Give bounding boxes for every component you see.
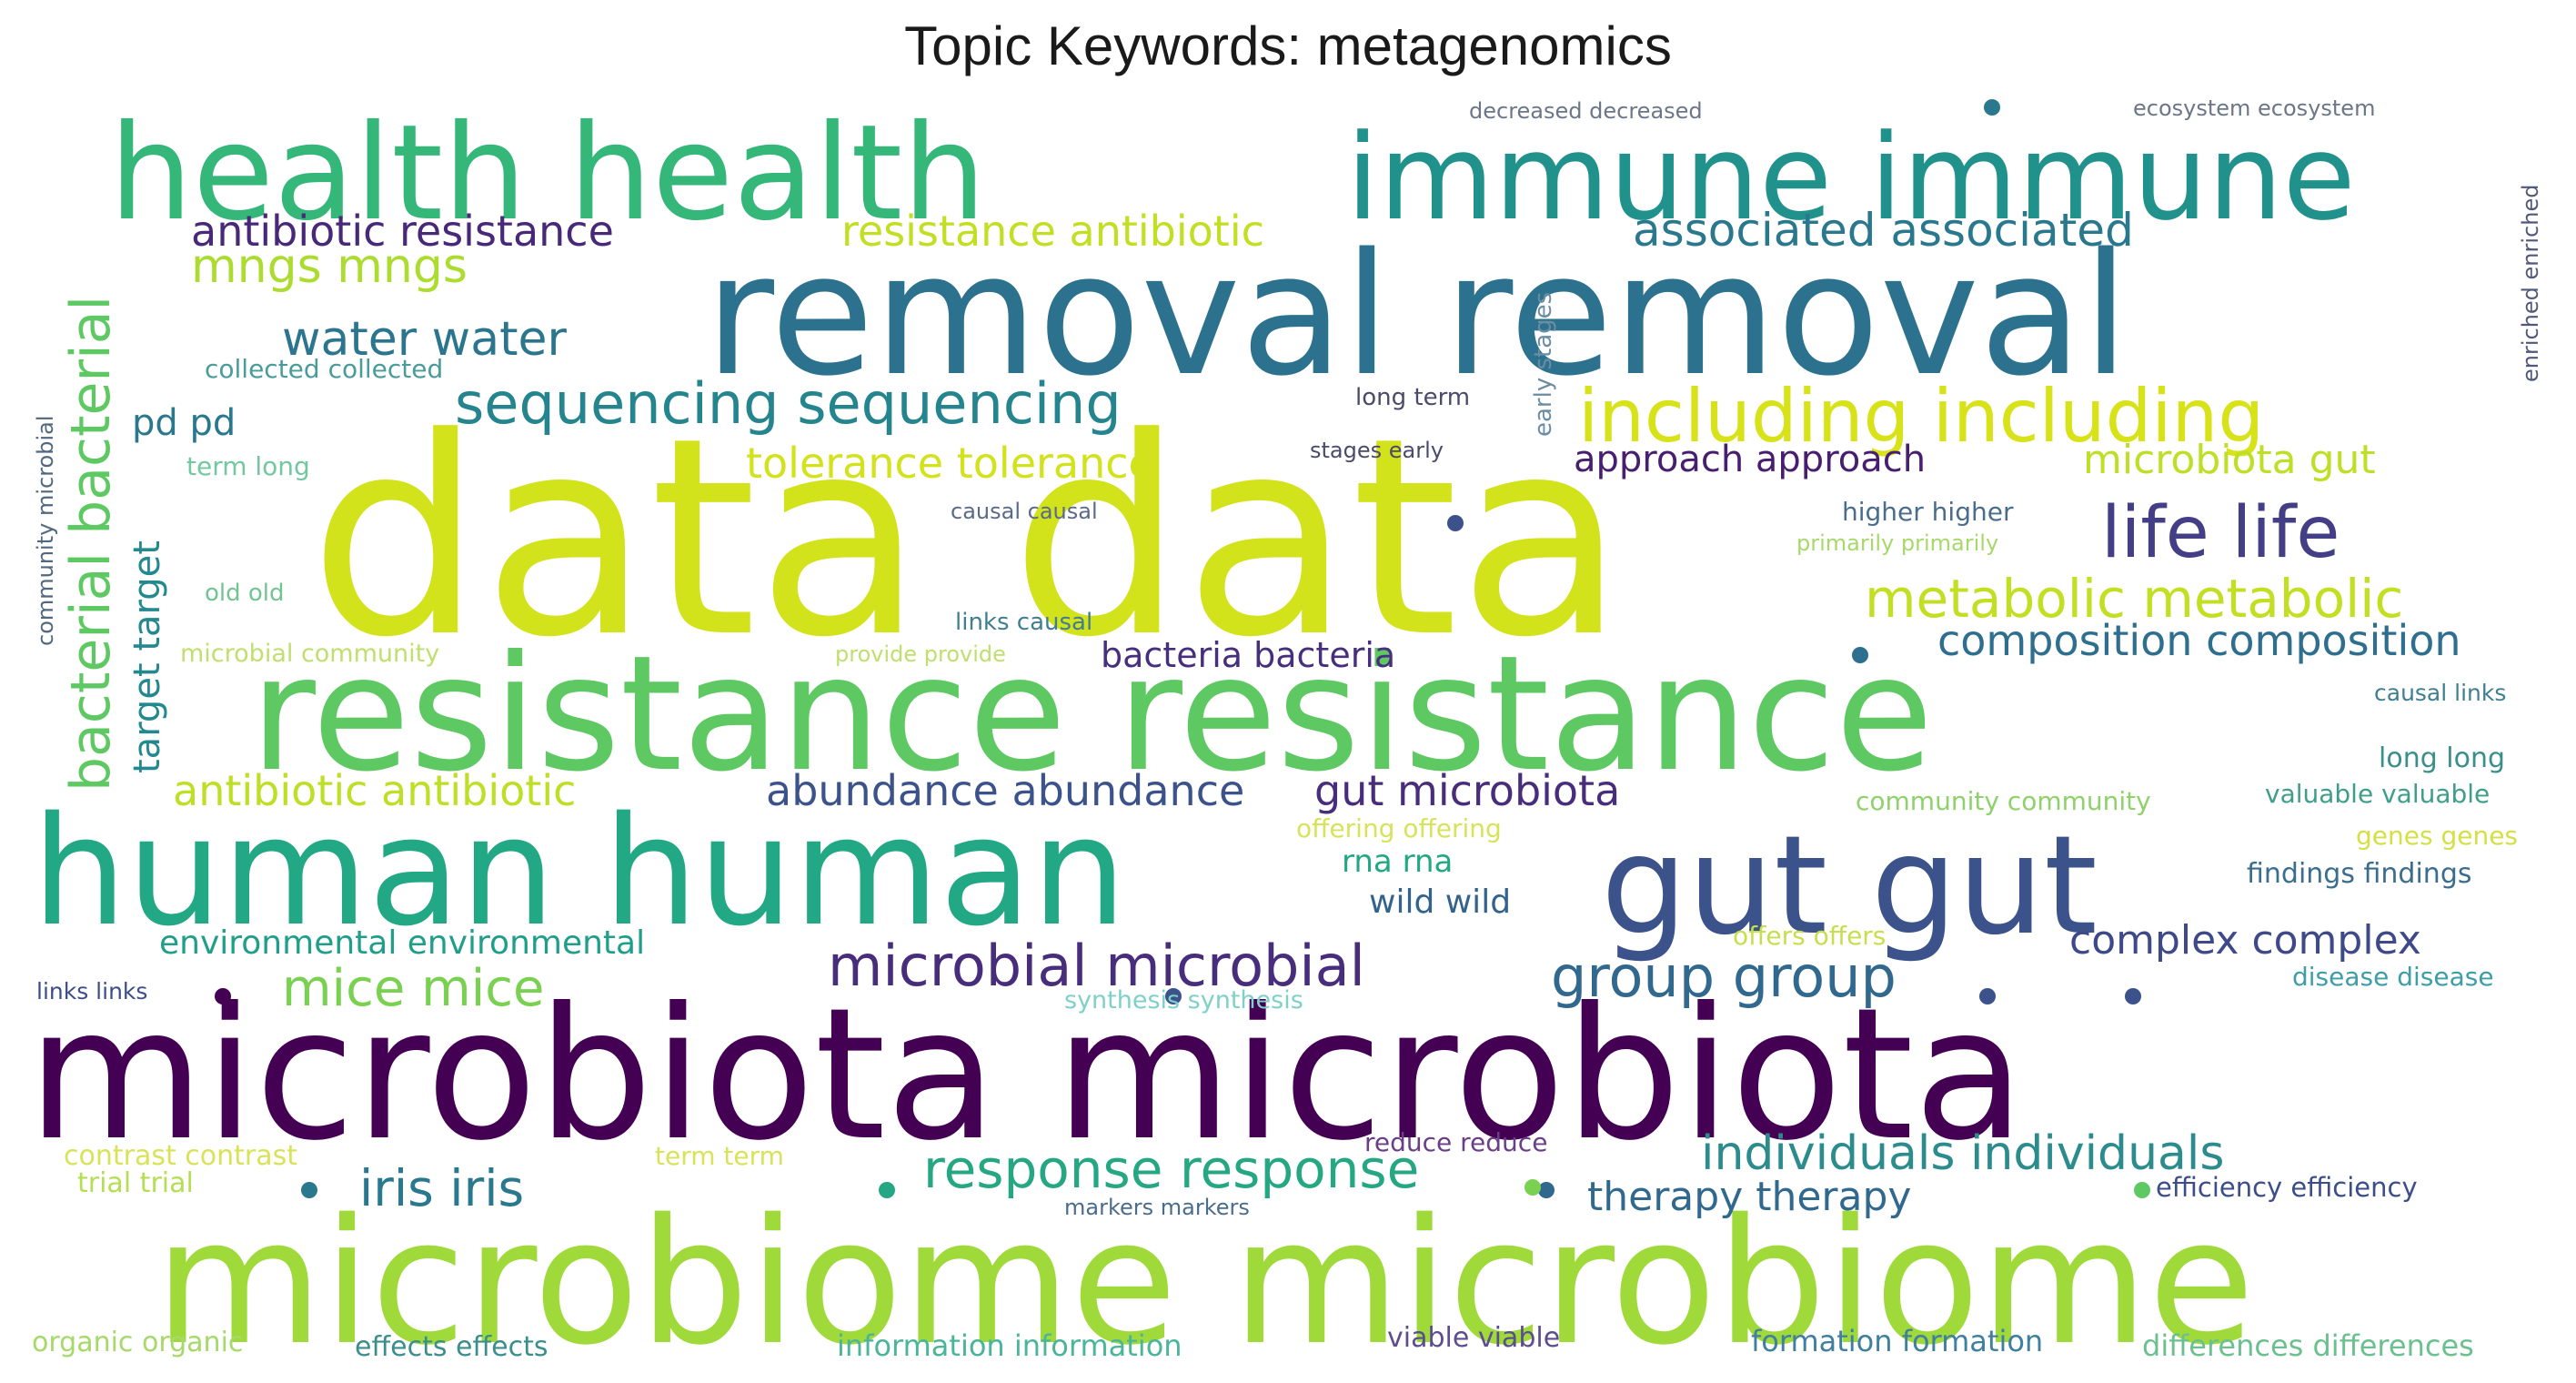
word-term-long: term long	[186, 451, 310, 481]
word-associated-associated: associated associated	[1633, 204, 2134, 257]
word-antibiotic-antibiotic: antibiotic antibiotic	[173, 766, 576, 815]
word-microbiome-microbiome: microbiome microbiome	[155, 1182, 2255, 1383]
decor-dot-11	[1524, 1179, 1541, 1196]
word-decreased-decreased: decreased decreased	[1469, 98, 1703, 124]
decor-dot-4	[1538, 1182, 1555, 1198]
word-stages-early: stages early	[1310, 438, 1444, 463]
word-old-old: old old	[205, 580, 285, 607]
word-resistance-antibiotic: resistance antibiotic	[841, 207, 1264, 256]
word-response-response: response response	[923, 1138, 1419, 1200]
word-abundance-abundance: abundance abundance	[766, 766, 1244, 815]
word-microbial-microbial: microbial microbial	[828, 933, 1365, 999]
word-pd-pd: pd pd	[132, 402, 236, 444]
word-offers-offers: offers offers	[1733, 921, 1886, 951]
word-information-information: information information	[837, 1328, 1182, 1363]
chart-title: Topic Keywords: metagenomics	[904, 15, 1672, 76]
word-trial-trial: trial trial	[77, 1167, 194, 1199]
word-complex-complex: complex complex	[2069, 917, 2421, 964]
word-effects-effects: effects effects	[355, 1331, 548, 1363]
word-bacterial-bacterial: bacterial bacterial	[59, 296, 123, 792]
word-environmental-environmental: environmental environmental	[159, 924, 645, 962]
word-microbial-community: microbial community	[180, 640, 439, 668]
word-including-including: including including	[1578, 374, 2264, 459]
word-community-microbial: community microbial	[33, 415, 58, 646]
word-group-group: group group	[1551, 944, 1897, 1010]
word-approach-approach: approach approach	[1574, 439, 1926, 480]
word-term-term: term term	[655, 1141, 784, 1171]
word-removal-removal: removal removal	[705, 217, 2129, 413]
word-organic-organic: organic organic	[32, 1327, 243, 1358]
word-links-links: links links	[36, 978, 147, 1004]
word-ecosystem-ecosystem: ecosystem ecosystem	[2133, 96, 2375, 121]
word-valuable-valuable: valuable valuable	[2265, 779, 2490, 809]
word-human-human: human human	[32, 784, 1127, 959]
decor-dot-6	[215, 988, 231, 1004]
word-antibiotic-resistance: antibiotic resistance	[191, 207, 614, 256]
word-microbiota-microbiota: microbiota microbiota	[27, 969, 2025, 1181]
word-causal-causal: causal causal	[951, 499, 1098, 524]
word-mice-mice: mice mice	[282, 959, 545, 1018]
decor-dot-9	[1447, 515, 1464, 531]
word-reduce-reduce: reduce reduce	[1364, 1127, 1547, 1157]
word-findings-findings: findings findings	[2247, 858, 2472, 890]
word-immune-immune: immune immune	[1346, 108, 2356, 247]
decor-dot-5	[2134, 1182, 2150, 1198]
word-offering-offering: offering offering	[1296, 813, 1502, 843]
word-therapy-therapy: therapy therapy	[1587, 1174, 1911, 1220]
word-iris-iris: iris iris	[359, 1159, 524, 1217]
word-causal-links: causal links	[2374, 680, 2506, 706]
word-efficiency-efficiency: efficiency efficiency	[2156, 1172, 2418, 1203]
word-gut-microbiota: gut microbiota	[1314, 766, 1620, 815]
word-provide-provide: provide provide	[835, 641, 1006, 667]
word-metabolic-metabolic: metabolic metabolic	[1865, 568, 2403, 630]
word-viable-viable: viable viable	[1387, 1322, 1560, 1354]
word-enriched-enriched: enriched enriched	[2518, 185, 2543, 382]
decor-dot-7	[1165, 988, 1182, 1004]
decor-dot-1	[1979, 988, 1996, 1004]
decor-dot-0	[1984, 99, 2000, 116]
word-life-life: life life	[2101, 492, 2340, 574]
decor-dot-2	[301, 1182, 317, 1198]
decor-dot-8	[2125, 988, 2141, 1004]
word-individuals-individuals: individuals individuals	[1701, 1126, 2224, 1181]
word-resistance-resistance: resistance resistance	[250, 622, 1933, 807]
word-mngs-mngs: mngs mngs	[191, 239, 468, 294]
word-links-causal: links causal	[955, 609, 1092, 636]
word-bacteria-bacteria: bacteria bacteria	[1101, 635, 1395, 675]
word-early-stages: early stages	[1530, 292, 1557, 437]
decor-dot-3	[879, 1182, 895, 1198]
word-wild-wild: wild wild	[1369, 883, 1511, 921]
word-disease-disease: disease disease	[2292, 962, 2494, 992]
word-long-long: long long	[2379, 742, 2505, 774]
word-genes-genes: genes genes	[2356, 821, 2518, 851]
word-formation-formation: formation formation	[1751, 1324, 2043, 1358]
word-microbiota-gut: microbiota gut	[2083, 437, 2376, 483]
word-differences-differences: differences differences	[2142, 1328, 2474, 1363]
word-target-target: target target	[126, 540, 168, 773]
word-tolerance-tolerance: tolerance tolerance	[746, 439, 1154, 488]
word-health-health: health health	[109, 96, 986, 250]
word-rna-rna: rna rna	[1342, 843, 1453, 880]
word-community-community: community community	[1856, 786, 2151, 816]
word-higher-higher: higher higher	[1842, 497, 2014, 527]
word-primarily-primarily: primarily primarily	[1796, 530, 1998, 556]
word-long-term: long term	[1355, 384, 1470, 411]
word-water-water: water water	[282, 312, 567, 367]
decor-dot-10	[1852, 647, 1868, 663]
word-data-data: data data	[309, 379, 1625, 697]
word-collected-collected: collected collected	[205, 354, 443, 384]
word-contrast-contrast: contrast contrast	[64, 1140, 297, 1172]
word-markers-markers: markers markers	[1064, 1195, 1250, 1220]
word-gut-gut: gut gut	[1601, 807, 2098, 965]
word-synthesis-synthesis: synthesis synthesis	[1064, 986, 1303, 1015]
word-sequencing-sequencing: sequencing sequencing	[455, 370, 1122, 437]
word-composition-composition: composition composition	[1937, 616, 2461, 665]
